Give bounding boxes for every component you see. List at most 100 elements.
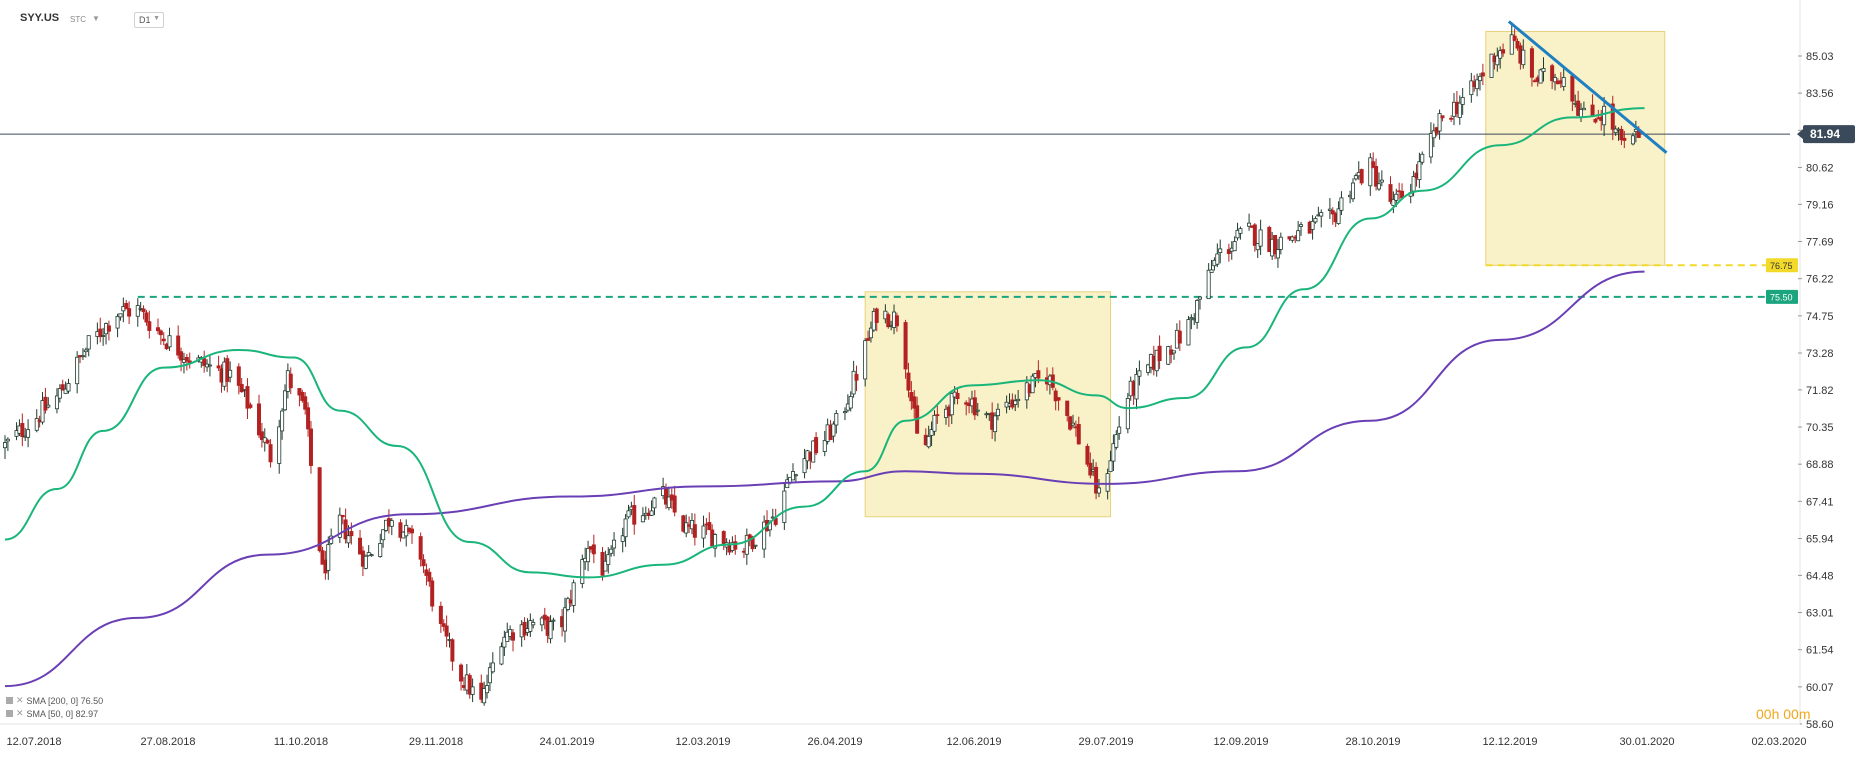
candle-body (1581, 107, 1586, 111)
candle-body (511, 632, 516, 641)
candle (1327, 198, 1332, 219)
candle-body (1437, 113, 1442, 132)
candle-body (606, 554, 611, 565)
candle-body (438, 605, 443, 624)
candle-body (591, 544, 596, 555)
candle (216, 355, 221, 372)
y-tick-label: 83.56 (1806, 88, 1834, 100)
candle (851, 360, 856, 398)
instrument-symbol[interactable]: SYY.US (20, 12, 60, 24)
candle-body (127, 308, 132, 317)
candle-body (935, 414, 940, 417)
candle (121, 297, 126, 323)
timeframe-select[interactable]: D1 ▼ (134, 12, 164, 28)
candle (268, 439, 273, 468)
candle (1509, 23, 1514, 55)
candle (320, 546, 325, 565)
candle-body (1157, 345, 1162, 362)
level-badge-76.75[interactable] (1766, 258, 1798, 273)
legend-sma-50-label: SMA [50, 0] 82.97 (26, 708, 99, 719)
candle (421, 554, 426, 574)
candle-body (1053, 390, 1058, 402)
candle-body (1440, 115, 1445, 119)
candle-body (482, 688, 487, 704)
candle (1374, 158, 1379, 191)
remove-indicator-icon[interactable]: ✕ (16, 708, 24, 718)
candle-body (306, 407, 311, 430)
candle (1630, 132, 1635, 146)
candle (43, 387, 48, 414)
candle (329, 528, 334, 545)
candle-body (1336, 208, 1341, 225)
candle (842, 407, 847, 421)
candlesticks (3, 23, 1641, 706)
candle (652, 496, 657, 516)
legend-sma-50[interactable]: ✕ SMA [50, 0] 82.97 (6, 708, 98, 719)
candle-body (580, 559, 585, 584)
candle (1030, 373, 1035, 394)
candle-body (1457, 102, 1462, 118)
candle (1085, 443, 1090, 467)
candle-body (822, 440, 827, 452)
candle-body (1339, 197, 1344, 211)
candle-body (358, 537, 363, 555)
trendline[interactable] (1507, 20, 1668, 154)
candle (1440, 115, 1445, 122)
candle-body (1509, 34, 1514, 55)
candle (1388, 176, 1393, 205)
candle-body (1134, 373, 1139, 400)
candle (1371, 152, 1376, 169)
candle-body (5, 438, 10, 442)
candle (1146, 363, 1151, 376)
candle (1094, 462, 1099, 500)
candle (935, 403, 940, 424)
candle (1247, 213, 1252, 231)
candle-body (40, 400, 45, 423)
candle (147, 310, 152, 339)
level-badge-75.50[interactable] (1766, 289, 1798, 304)
y-tick-label: 63.01 (1806, 608, 1834, 620)
remove-indicator-icon[interactable]: ✕ (16, 695, 24, 705)
candle-body (1590, 104, 1595, 117)
candle-body (1431, 130, 1436, 139)
candle (282, 384, 287, 412)
trendline-group[interactable] (1507, 20, 1668, 154)
indicator-settings-icon[interactable] (6, 697, 13, 704)
candle-body (551, 619, 556, 622)
candle-body (135, 305, 140, 317)
symbol-dropdown-icon[interactable]: ▼ (92, 14, 100, 23)
candle-body (848, 396, 853, 409)
candle (1521, 39, 1526, 69)
candle (791, 463, 796, 481)
candle-body (1030, 375, 1035, 394)
current-price-label: 81.94 (1810, 127, 1840, 141)
candle (1581, 101, 1586, 111)
candle (1512, 28, 1517, 42)
candle-body (1428, 133, 1433, 158)
candle (1195, 298, 1200, 329)
candle (1255, 243, 1260, 259)
candle-body (280, 410, 285, 432)
candle-body (1477, 75, 1482, 82)
candle-body (1593, 119, 1598, 123)
candle-body (176, 335, 181, 356)
candle-body (620, 535, 625, 542)
candle-body (1460, 96, 1465, 105)
candle-body (1247, 222, 1252, 227)
candle (280, 408, 285, 440)
candle (1296, 221, 1301, 242)
candle (802, 448, 807, 479)
x-tick-label: 12.06.2019 (946, 736, 1001, 748)
candle-body (1602, 105, 1607, 126)
legend-sma-200[interactable]: ✕ SMA [200, 0] 76.50 (6, 695, 103, 706)
candle (1238, 226, 1243, 240)
candle (1593, 117, 1598, 124)
indicator-settings-icon[interactable] (6, 710, 13, 717)
candle-body (1186, 319, 1191, 346)
candle-body (1576, 100, 1581, 116)
candle (1477, 73, 1482, 91)
candle (1137, 360, 1142, 386)
candle (1111, 434, 1116, 471)
